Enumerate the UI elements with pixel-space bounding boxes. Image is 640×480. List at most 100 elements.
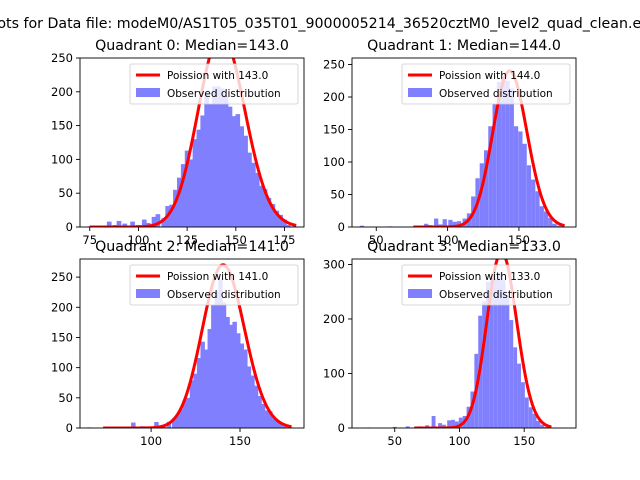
- histogram-bar: [526, 165, 532, 227]
- x-tick-label: 150: [508, 233, 530, 247]
- histogram-bar: [501, 76, 506, 227]
- histogram-bar: [232, 321, 237, 428]
- y-tick-label: 250: [323, 58, 345, 72]
- y-tick-label: 0: [66, 421, 73, 435]
- histogram-bar: [161, 218, 167, 227]
- histogram-bar: [552, 223, 557, 227]
- histogram-bar: [207, 329, 212, 428]
- y-tick-label: 150: [323, 123, 345, 137]
- x-tick-label: 100: [140, 434, 162, 448]
- histogram-bar: [172, 418, 177, 428]
- histogram-bar: [239, 126, 245, 227]
- y-tick-label: 0: [338, 421, 345, 435]
- histogram-bar: [228, 324, 234, 428]
- y-tick-label: 100: [323, 155, 345, 169]
- histogram-bar: [250, 375, 255, 428]
- histogram-bar: [496, 82, 502, 227]
- histogram-bar: [489, 280, 494, 428]
- histogram-bar: [179, 409, 184, 428]
- legend-label-poisson: Poission with 144.0: [439, 70, 540, 82]
- histogram-bar: [196, 129, 202, 227]
- histogram-bar: [448, 219, 453, 227]
- y-tick-label: 0: [338, 220, 345, 234]
- histogram-bar: [154, 421, 159, 428]
- histogram-bar: [486, 281, 490, 428]
- quadrant-1-panel: Quadrant 1: Median=144.0 50 100 150 0 50 100 15…: [323, 38, 577, 247]
- histogram-bar: [513, 126, 519, 227]
- quadrant-1-legend: Poission with 144.0 Observed distribution: [401, 63, 571, 105]
- quadrant-1-axes-frame: [351, 57, 577, 228]
- histogram-bar: [405, 426, 410, 428]
- x-tick-label: 150: [229, 434, 251, 448]
- histogram-bar: [215, 86, 221, 227]
- histogram-bar: [182, 400, 188, 428]
- histogram-bar: [131, 422, 136, 428]
- histogram-bar: [513, 347, 518, 428]
- histogram-bar: [505, 80, 510, 227]
- histogram-bar: [208, 103, 213, 227]
- histogram-bar: [275, 420, 280, 428]
- histogram-bar: [192, 139, 198, 227]
- histogram-bar: [456, 221, 462, 227]
- histogram-bar: [548, 217, 553, 227]
- legend-label-observed: Observed distribution: [439, 88, 553, 100]
- histogram-bar: [180, 164, 186, 227]
- x-tick-label: 150: [513, 434, 535, 448]
- quadrant-0-axes-frame: [79, 57, 305, 228]
- histogram-bar: [544, 426, 549, 428]
- histogram-bar: [211, 304, 216, 428]
- legend-box: [401, 63, 571, 105]
- histogram-bar: [532, 413, 537, 428]
- histogram-bar: [359, 225, 365, 227]
- y-tick-label: 250: [51, 51, 73, 65]
- legend-box: [129, 264, 299, 306]
- y-tick-label: 50: [58, 391, 73, 405]
- x-tick-label: 150: [225, 233, 247, 247]
- histogram-bar: [173, 189, 178, 227]
- x-tick-label: 100: [448, 434, 470, 448]
- histogram-bar: [243, 349, 248, 428]
- histogram-bar: [424, 223, 429, 227]
- histogram-bar: [441, 424, 446, 428]
- histogram-bar: [236, 333, 241, 428]
- histogram-bar: [266, 197, 272, 227]
- quadrant-3-panel: Quadrant 3: Median=133.0 50 100 150 0 100 200 3…: [323, 239, 577, 448]
- histogram-bar: [218, 280, 223, 428]
- histogram-bar: [204, 93, 209, 227]
- quadrant-3-histogram: [366, 272, 549, 428]
- histogram-bar: [169, 204, 174, 227]
- histogram-bar: [493, 279, 498, 428]
- histogram-bar: [268, 411, 273, 428]
- histogram-bar: [524, 397, 529, 428]
- histogram-bar: [130, 221, 135, 227]
- x-tick-label: 50: [387, 434, 402, 448]
- x-tick-label: 100: [437, 233, 459, 247]
- histogram-bar: [505, 296, 510, 428]
- histogram-bar: [258, 185, 264, 227]
- histogram-bar: [543, 211, 549, 227]
- y-tick-label: 200: [51, 85, 73, 99]
- histogram-bar: [141, 219, 147, 227]
- quadrant-1-title: Quadrant 1: Median=144.0: [367, 38, 561, 54]
- histogram-bar: [260, 403, 266, 428]
- legend-label-poisson: Poission with 133.0: [439, 271, 540, 283]
- legend-patch-swatch: [408, 289, 432, 298]
- histogram-bar: [116, 220, 122, 227]
- x-tick-label: 175: [274, 233, 296, 247]
- histogram-bar: [175, 415, 180, 428]
- quadrant-0-panel: Quadrant 0: Median=143.0 75 100 125 150 175 0 5…: [51, 38, 305, 247]
- histogram-bar: [196, 357, 202, 428]
- histogram-bar: [177, 177, 182, 227]
- legend-box: [401, 264, 571, 306]
- histogram-bar: [184, 150, 190, 227]
- histogram-bar: [122, 223, 128, 227]
- y-tick-label: 150: [51, 330, 73, 344]
- x-tick-label: 100: [127, 233, 149, 247]
- histogram-bar: [186, 397, 191, 428]
- legend-label-observed: Observed distribution: [439, 289, 553, 301]
- histogram-bar: [520, 382, 525, 428]
- y-tick-label: 200: [323, 312, 345, 326]
- x-tick-label: 75: [82, 233, 97, 247]
- quadrant-2-histogram: [86, 280, 292, 428]
